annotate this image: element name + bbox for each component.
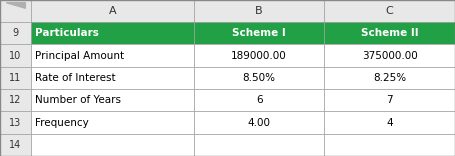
Bar [31, 111, 194, 134]
Bar [0, 0, 31, 22]
Text: Scheme II: Scheme II [361, 28, 419, 38]
Bar [194, 22, 324, 44]
Bar [31, 44, 194, 67]
Text: 6: 6 [256, 95, 263, 105]
Text: 4.00: 4.00 [248, 117, 271, 128]
Text: Number of Years: Number of Years [35, 95, 121, 105]
Text: A: A [109, 6, 116, 16]
Text: 13: 13 [10, 117, 21, 128]
Bar [324, 22, 455, 44]
Text: 10: 10 [10, 51, 21, 61]
Text: 8.25%: 8.25% [373, 73, 406, 83]
Bar [194, 134, 324, 156]
Text: Frequency: Frequency [35, 117, 88, 128]
Text: 11: 11 [10, 73, 21, 83]
Bar [0, 89, 31, 111]
Text: 375000.00: 375000.00 [362, 51, 418, 61]
Text: Rate of Interest: Rate of Interest [35, 73, 115, 83]
Bar [324, 134, 455, 156]
Text: 14: 14 [10, 140, 21, 150]
Bar [194, 111, 324, 134]
Bar [324, 111, 455, 134]
Text: Particulars: Particulars [35, 28, 98, 38]
Text: C: C [386, 6, 394, 16]
Text: B: B [255, 6, 263, 16]
Bar [31, 89, 194, 111]
Bar [194, 67, 324, 89]
Bar [324, 89, 455, 111]
Text: 12: 12 [9, 95, 22, 105]
Text: 4: 4 [386, 117, 393, 128]
Bar [194, 89, 324, 111]
Text: 7: 7 [386, 95, 393, 105]
Text: 8.50%: 8.50% [243, 73, 276, 83]
Text: 189000.00: 189000.00 [231, 51, 287, 61]
Bar [194, 0, 324, 22]
Bar [0, 134, 31, 156]
Bar [194, 44, 324, 67]
Bar [0, 67, 31, 89]
Bar [31, 134, 194, 156]
Bar [31, 67, 194, 89]
Bar [0, 22, 31, 44]
Text: Principal Amount: Principal Amount [35, 51, 124, 61]
Bar [324, 67, 455, 89]
Text: 9: 9 [12, 28, 19, 38]
Polygon shape [6, 3, 25, 8]
Bar [0, 111, 31, 134]
Bar [31, 22, 194, 44]
Bar [324, 44, 455, 67]
Bar [31, 0, 194, 22]
Bar [324, 0, 455, 22]
Text: Scheme I: Scheme I [232, 28, 286, 38]
Bar [0, 44, 31, 67]
